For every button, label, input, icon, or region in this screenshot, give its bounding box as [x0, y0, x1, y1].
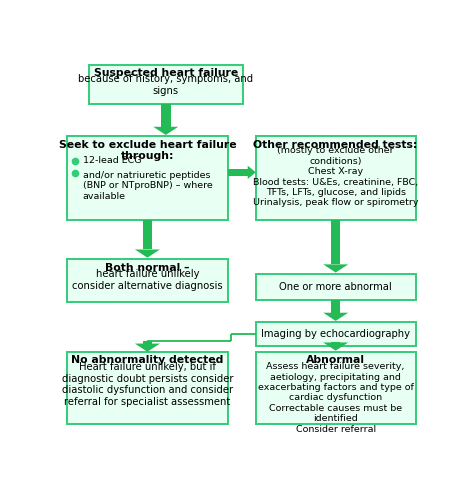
Text: Other recommended tests:: Other recommended tests:	[254, 140, 418, 150]
FancyBboxPatch shape	[66, 136, 228, 220]
Text: Both normal –: Both normal –	[105, 263, 190, 272]
FancyBboxPatch shape	[256, 352, 416, 424]
FancyBboxPatch shape	[89, 65, 243, 104]
Polygon shape	[323, 264, 348, 272]
Polygon shape	[323, 342, 348, 351]
Polygon shape	[153, 127, 178, 135]
Polygon shape	[331, 220, 340, 264]
Polygon shape	[143, 341, 152, 343]
Text: and/or natriuretic peptides
(BNP or NTproBNP) – where
available: and/or natriuretic peptides (BNP or NTpr…	[83, 171, 212, 201]
Text: No abnormality detected: No abnormality detected	[71, 355, 224, 366]
FancyBboxPatch shape	[256, 274, 416, 299]
Polygon shape	[323, 313, 348, 321]
Polygon shape	[228, 169, 248, 176]
Text: Suspected heart failure: Suspected heart failure	[94, 69, 238, 78]
FancyBboxPatch shape	[256, 136, 416, 220]
Polygon shape	[135, 250, 160, 257]
Text: Heart failure unlikely, but if
diagnostic doubt persists consider
diastolic dysf: Heart failure unlikely, but if diagnosti…	[62, 362, 233, 407]
Text: Seek to exclude heart failure
through:: Seek to exclude heart failure through:	[59, 140, 236, 161]
Text: Abnormal: Abnormal	[306, 355, 365, 366]
Text: Assess heart failure severity,
aetiology, precipitating and
exacerbating factors: Assess heart failure severity, aetiology…	[258, 362, 414, 434]
Text: One or more abnormal: One or more abnormal	[279, 282, 392, 292]
FancyBboxPatch shape	[66, 352, 228, 424]
FancyBboxPatch shape	[66, 259, 228, 301]
Polygon shape	[161, 104, 171, 127]
Text: 12-lead ECG: 12-lead ECG	[83, 156, 141, 166]
Text: (mostly to exclude other
conditions)
Chest X-ray
Blood tests: U&Es, creatinine, : (mostly to exclude other conditions) Che…	[253, 146, 419, 208]
Polygon shape	[331, 342, 340, 346]
Text: because of history, symptoms, and
signs: because of history, symptoms, and signs	[78, 74, 253, 96]
Polygon shape	[331, 299, 340, 313]
Text: Imaging by echocardiography: Imaging by echocardiography	[261, 329, 410, 339]
Polygon shape	[248, 166, 256, 179]
Polygon shape	[143, 220, 152, 250]
FancyBboxPatch shape	[256, 322, 416, 346]
Text: heart failure unlikely
consider alternative diagnosis: heart failure unlikely consider alternat…	[72, 269, 223, 291]
Polygon shape	[135, 343, 160, 352]
